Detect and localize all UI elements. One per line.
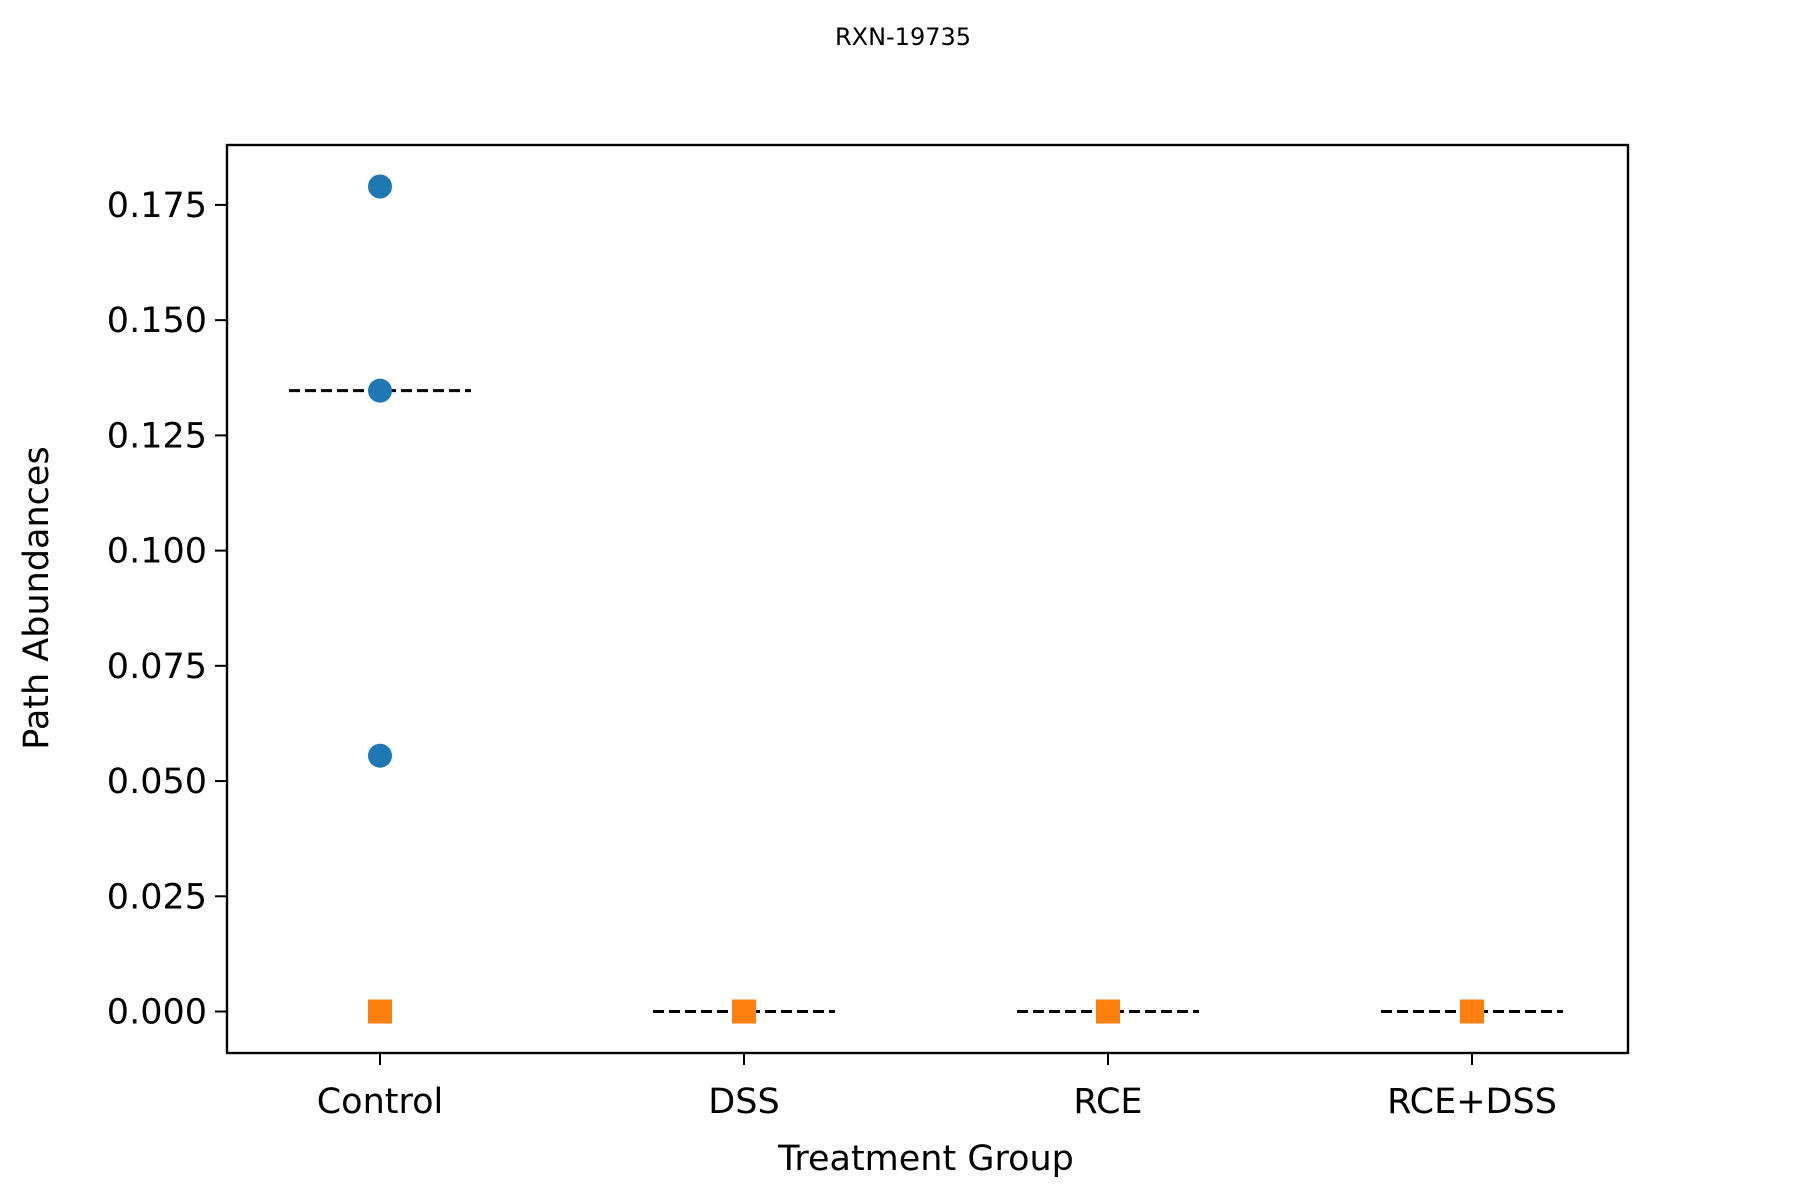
y-tick-label: 0.075 bbox=[107, 647, 207, 687]
x-tick-label: RCE+DSS bbox=[1387, 1082, 1557, 1122]
data-point bbox=[368, 743, 392, 768]
y-axis-label: Path Abundances bbox=[17, 446, 57, 749]
y-tick-label: 0.150 bbox=[107, 301, 207, 341]
x-axis: Control DSS RCE RCE+DSS bbox=[317, 1053, 1557, 1122]
data-point bbox=[368, 174, 392, 199]
x-tick-label: DSS bbox=[708, 1082, 779, 1122]
y-tick-label: 0.000 bbox=[107, 993, 207, 1033]
chart-title: RXN-19735 bbox=[835, 23, 971, 51]
data-point bbox=[732, 999, 756, 1024]
plot-marks bbox=[289, 174, 1563, 1024]
y-axis: 0.000 0.025 0.050 0.075 0.100 0.125 0.150 0.175 bbox=[107, 186, 227, 1033]
x-tick-label: Control bbox=[317, 1082, 444, 1122]
y-tick-label: 0.050 bbox=[107, 762, 207, 802]
y-tick-label: 0.175 bbox=[107, 186, 207, 226]
y-tick-label: 0.125 bbox=[107, 416, 207, 456]
plot-frame bbox=[225, 143, 1630, 1055]
y-tick-label: 0.025 bbox=[107, 877, 207, 917]
data-point bbox=[1460, 999, 1484, 1024]
data-point bbox=[368, 999, 392, 1024]
data-point bbox=[1096, 999, 1120, 1024]
x-axis-label: Treatment Group bbox=[777, 1139, 1074, 1179]
y-tick-label: 0.100 bbox=[107, 532, 207, 572]
x-tick-label: RCE bbox=[1073, 1082, 1142, 1122]
data-point bbox=[368, 378, 392, 403]
